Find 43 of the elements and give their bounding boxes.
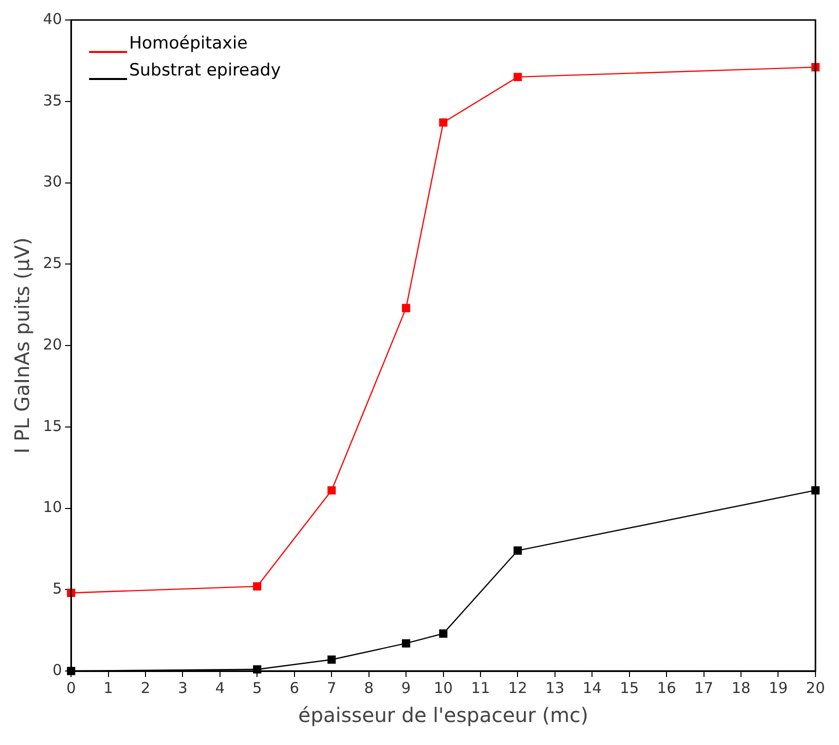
x-tick-label: 9 <box>401 678 411 697</box>
x-tick-label: 0 <box>66 678 76 697</box>
x-axis-title: épaisseur de l'espaceur (mc) <box>298 703 588 728</box>
x-tick-label: 7 <box>326 678 336 697</box>
point <box>327 655 336 664</box>
y-tick-label: 15 <box>42 416 62 435</box>
point <box>439 118 448 127</box>
x-tick-label: 12 <box>508 678 528 697</box>
x-tick-label: 8 <box>364 678 374 697</box>
x-tick-label: 2 <box>140 678 150 697</box>
x-tick-label: 19 <box>768 678 788 697</box>
x-tick-label: 18 <box>731 678 751 697</box>
x-tick-label: 6 <box>290 678 300 697</box>
x-tick-label: 11 <box>470 678 490 697</box>
x-tick-label: 5 <box>252 678 262 697</box>
x-tick-label: 15 <box>620 678 639 697</box>
y-tick-label: 0 <box>52 660 62 679</box>
x-tick-label: 17 <box>694 678 714 697</box>
point <box>439 629 448 638</box>
y-tick-label: 35 <box>42 91 62 110</box>
x-tick-label: 4 <box>215 678 225 697</box>
legend-label: Homoépitaxie <box>129 33 248 54</box>
x-tick-label: 16 <box>657 678 676 697</box>
point <box>327 486 336 494</box>
x-tick-label: 3 <box>178 678 188 697</box>
y-tick-label: 30 <box>42 172 62 191</box>
x-tick-label: 10 <box>434 678 453 697</box>
y-tick-label: 40 <box>42 10 62 28</box>
y-axis-title: I PL GaInAs puits (µV) <box>10 237 34 454</box>
x-tick-label: 1 <box>104 678 114 697</box>
x-tick-label: 20 <box>806 678 826 697</box>
x-tick-label: 13 <box>545 678 564 697</box>
point <box>253 582 262 591</box>
legend-label: Substrat epiready <box>129 60 281 80</box>
point <box>514 72 522 82</box>
y-tick-label: 20 <box>42 335 62 354</box>
x-tick-label: 14 <box>582 678 602 697</box>
point <box>402 304 410 312</box>
point <box>402 639 410 648</box>
y-tick-label: 10 <box>42 498 62 516</box>
point <box>514 546 522 555</box>
y-tick-label: 25 <box>42 254 62 272</box>
y-tick-label: 5 <box>52 580 62 598</box>
